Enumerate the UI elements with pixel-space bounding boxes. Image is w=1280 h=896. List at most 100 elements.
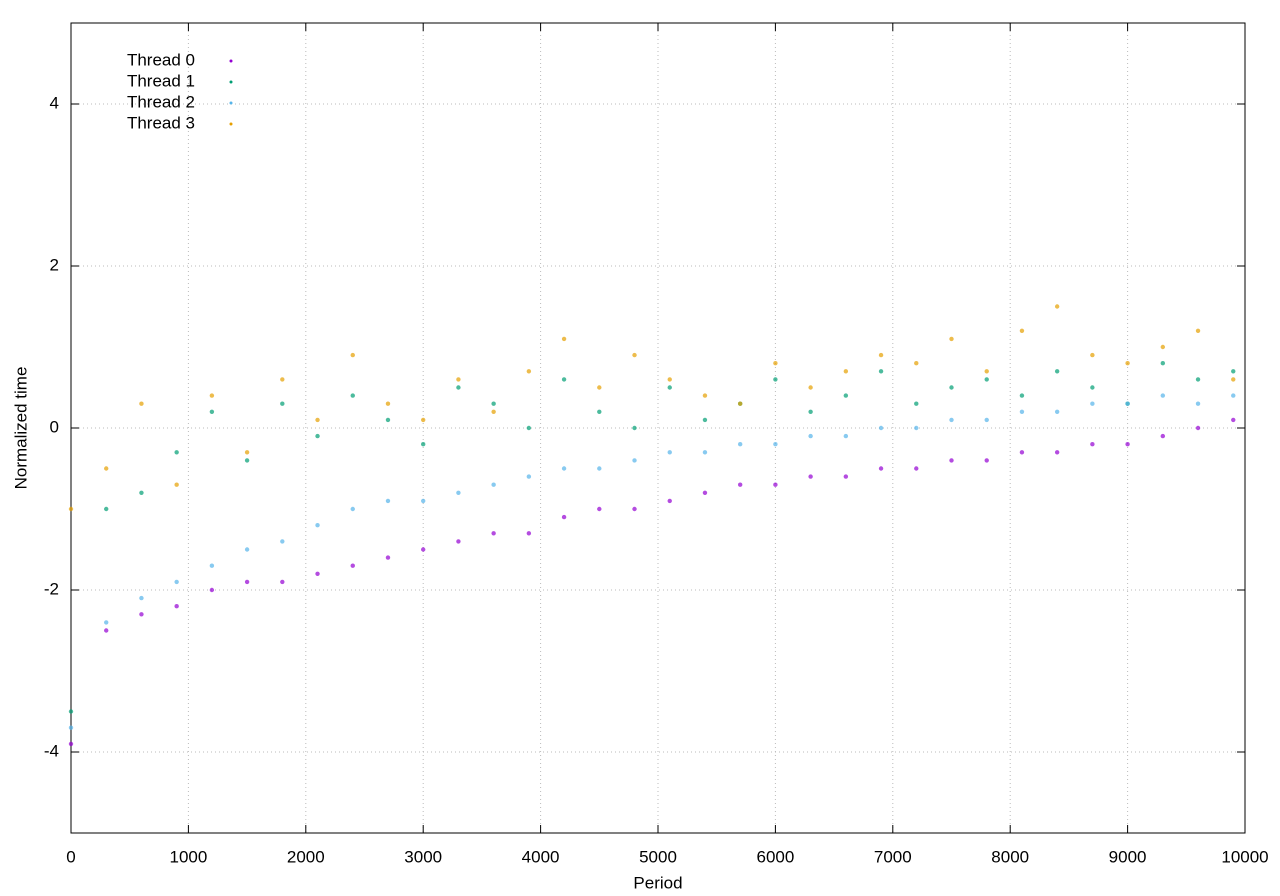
point — [667, 498, 672, 504]
point — [773, 442, 778, 447]
point — [315, 417, 320, 423]
point — [1019, 409, 1025, 414]
point — [1054, 369, 1060, 374]
point — [209, 563, 215, 568]
y-tick-label: -2 — [44, 579, 59, 598]
point — [1160, 361, 1166, 366]
point — [1054, 304, 1060, 309]
point — [68, 725, 74, 730]
point — [597, 385, 602, 390]
point — [350, 352, 355, 358]
point — [561, 336, 567, 342]
legend-marker — [229, 122, 233, 126]
x-tick-label: 7000 — [874, 847, 912, 866]
point — [984, 417, 989, 423]
point — [597, 466, 602, 471]
point — [702, 450, 708, 455]
point — [315, 433, 320, 439]
point — [1090, 442, 1095, 447]
point — [1125, 361, 1130, 366]
point — [773, 482, 778, 487]
point — [244, 458, 250, 463]
point — [949, 417, 954, 423]
legend-label: Thread 3 — [127, 113, 195, 132]
point — [385, 555, 391, 560]
point — [526, 369, 532, 374]
point — [632, 352, 637, 358]
point — [280, 401, 285, 406]
point — [1195, 377, 1201, 382]
y-tick-label: 0 — [50, 417, 59, 436]
point — [1090, 385, 1095, 390]
point — [984, 377, 989, 382]
point — [244, 547, 250, 552]
point — [737, 442, 743, 447]
point — [280, 377, 285, 382]
point — [68, 741, 74, 747]
point — [632, 458, 637, 463]
x-tick-label: 2000 — [287, 847, 325, 866]
point — [1195, 328, 1201, 333]
point — [843, 474, 849, 479]
point — [1019, 450, 1025, 455]
point — [808, 409, 813, 414]
point — [843, 433, 849, 439]
point — [104, 466, 109, 471]
point — [350, 393, 355, 398]
point — [491, 401, 496, 406]
point — [1160, 433, 1166, 439]
point — [209, 587, 215, 593]
point — [843, 369, 849, 374]
point — [1090, 401, 1095, 406]
point — [561, 514, 567, 520]
point — [1019, 328, 1025, 333]
point — [421, 547, 426, 552]
x-tick-label: 8000 — [991, 847, 1029, 866]
point — [878, 369, 884, 374]
legend-marker — [229, 80, 233, 84]
point — [632, 425, 637, 431]
point — [104, 628, 109, 633]
point — [68, 506, 74, 512]
point — [1019, 393, 1025, 398]
point — [315, 523, 320, 528]
point — [1195, 425, 1201, 431]
point — [174, 579, 179, 585]
point — [561, 377, 567, 382]
x-tick-label: 5000 — [639, 847, 677, 866]
point — [914, 401, 919, 406]
point — [702, 417, 708, 423]
point — [68, 709, 74, 714]
point — [315, 571, 320, 576]
point — [808, 474, 813, 479]
point — [914, 425, 919, 431]
point — [1054, 409, 1060, 414]
point — [456, 490, 461, 495]
x-tick-label: 6000 — [756, 847, 794, 866]
y-tick-label: 2 — [50, 255, 59, 274]
point — [1231, 377, 1236, 382]
point — [808, 385, 813, 390]
legend-label: Thread 0 — [127, 50, 195, 69]
point — [139, 490, 144, 495]
point — [667, 450, 672, 455]
point — [209, 409, 215, 414]
point — [1090, 352, 1095, 358]
point — [1125, 401, 1130, 406]
point — [421, 442, 426, 447]
point — [526, 531, 532, 536]
y-tick-label: 4 — [50, 93, 59, 112]
point — [878, 466, 884, 471]
point — [1231, 393, 1236, 398]
point — [1160, 393, 1166, 398]
point — [914, 361, 919, 366]
plot-border — [70, 22, 1246, 834]
point — [385, 498, 391, 504]
point — [632, 506, 637, 512]
point — [949, 385, 954, 390]
point — [597, 409, 602, 414]
point — [385, 401, 391, 406]
point — [984, 369, 989, 374]
point — [1231, 417, 1236, 423]
